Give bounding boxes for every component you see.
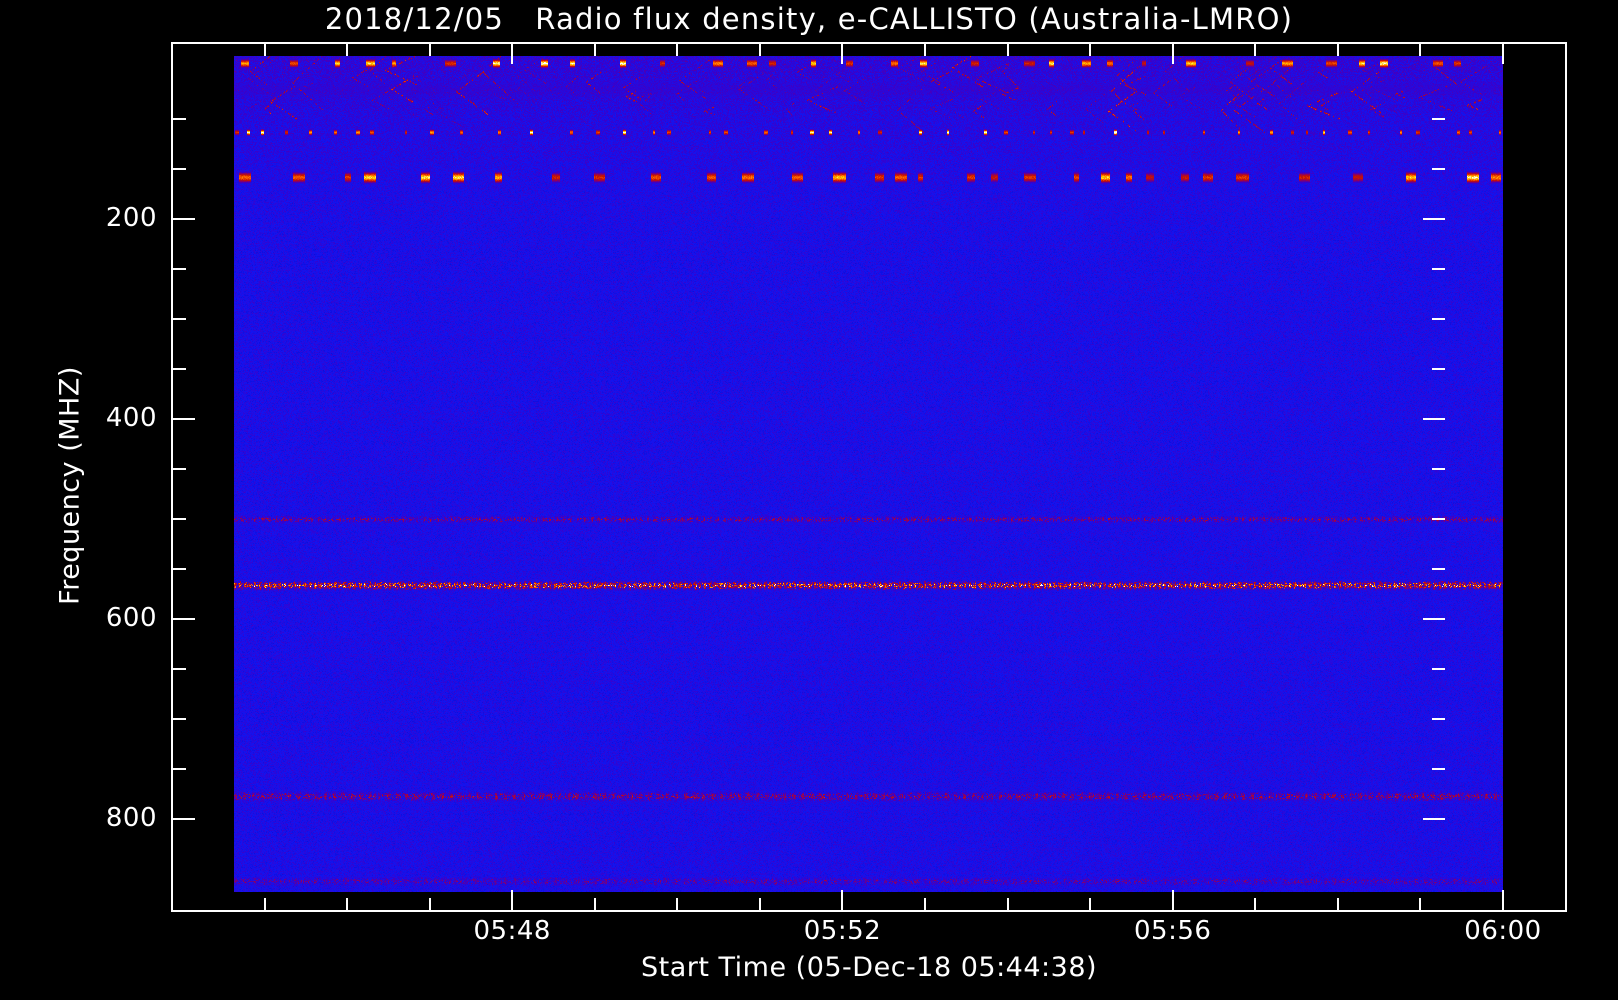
page-title: 2018/12/05 Radio flux density, e-CALLIST… bbox=[324, 2, 1294, 36]
y-minor-tick bbox=[173, 768, 186, 770]
x-tick-label: 05:52 bbox=[803, 916, 882, 946]
y-major-tick bbox=[173, 618, 195, 620]
x-minor-tick-top bbox=[1336, 44, 1339, 56]
x-minor-tick bbox=[346, 898, 349, 910]
y-minor-tick-right bbox=[1432, 268, 1445, 270]
y-minor-tick-right bbox=[1432, 118, 1445, 120]
x-minor-tick bbox=[1336, 898, 1339, 910]
y-minor-tick bbox=[173, 468, 186, 470]
y-major-tick bbox=[173, 218, 195, 220]
x-major-tick-top bbox=[1171, 44, 1174, 64]
y-minor-tick bbox=[173, 368, 186, 370]
x-minor-tick bbox=[1006, 898, 1009, 910]
x-major-tick-top bbox=[1502, 44, 1504, 64]
y-minor-tick bbox=[173, 168, 186, 170]
y-minor-tick bbox=[173, 668, 186, 670]
x-minor-tick-top bbox=[346, 44, 349, 56]
x-minor-tick-top bbox=[593, 44, 596, 56]
y-major-tick-right bbox=[1423, 618, 1445, 620]
x-minor-tick bbox=[676, 898, 679, 910]
y-tick-label: 600 bbox=[105, 603, 157, 633]
y-minor-tick bbox=[173, 118, 186, 120]
x-minor-tick-top bbox=[1419, 44, 1422, 56]
x-major-tick bbox=[511, 890, 514, 910]
y-minor-tick bbox=[173, 518, 186, 520]
spectrogram-image bbox=[234, 56, 1503, 892]
y-major-tick bbox=[173, 818, 195, 820]
y-minor-tick-right bbox=[1432, 468, 1445, 470]
y-minor-tick-right bbox=[1432, 318, 1445, 320]
y-major-tick-right bbox=[1423, 218, 1445, 220]
x-minor-tick-top bbox=[924, 44, 927, 56]
y-major-tick-right bbox=[1423, 818, 1445, 820]
x-minor-tick bbox=[428, 898, 431, 910]
x-tick-label: 06:00 bbox=[1464, 916, 1542, 946]
x-minor-tick-top bbox=[676, 44, 679, 56]
x-minor-tick-top bbox=[428, 44, 431, 56]
x-minor-tick bbox=[263, 898, 266, 910]
y-tick-label: 800 bbox=[105, 803, 157, 833]
x-minor-tick-top bbox=[1254, 44, 1257, 56]
y-minor-tick-right bbox=[1432, 368, 1445, 370]
x-major-tick-top bbox=[841, 44, 844, 64]
y-minor-tick bbox=[173, 718, 186, 720]
x-tick-label: 05:48 bbox=[473, 916, 551, 946]
y-tick-label: 400 bbox=[105, 403, 157, 433]
x-minor-tick-top bbox=[263, 44, 266, 56]
y-major-tick bbox=[173, 418, 195, 420]
x-axis-title: Start Time (05-Dec-18 05:44:38) bbox=[640, 952, 1098, 983]
x-minor-tick bbox=[758, 898, 761, 910]
y-minor-tick-right bbox=[1432, 718, 1445, 720]
x-minor-tick bbox=[1254, 898, 1257, 910]
x-minor-tick-top bbox=[1089, 44, 1092, 56]
y-tick-label: 200 bbox=[105, 203, 157, 233]
y-minor-tick-right bbox=[1432, 668, 1445, 670]
y-major-tick-right bbox=[1423, 418, 1445, 420]
y-minor-tick-right bbox=[1432, 568, 1445, 570]
y-minor-tick bbox=[173, 568, 186, 570]
y-minor-tick bbox=[173, 318, 186, 320]
x-minor-tick bbox=[1089, 898, 1092, 910]
x-major-tick bbox=[1171, 890, 1174, 910]
y-minor-tick-right bbox=[1432, 768, 1445, 770]
x-minor-tick-top bbox=[1006, 44, 1009, 56]
x-minor-tick-top bbox=[758, 44, 761, 56]
x-major-tick-top bbox=[511, 44, 514, 64]
x-minor-tick bbox=[924, 898, 927, 910]
y-minor-tick bbox=[173, 268, 186, 270]
y-minor-tick-right bbox=[1432, 518, 1445, 520]
y-minor-tick-right bbox=[1432, 168, 1445, 170]
x-tick-label: 05:56 bbox=[1134, 916, 1212, 946]
x-minor-tick bbox=[593, 898, 596, 910]
y-axis-title: Frequency (MHZ) bbox=[54, 366, 86, 605]
x-major-tick bbox=[1502, 890, 1504, 910]
x-minor-tick bbox=[1419, 898, 1422, 910]
x-major-tick bbox=[841, 890, 844, 910]
